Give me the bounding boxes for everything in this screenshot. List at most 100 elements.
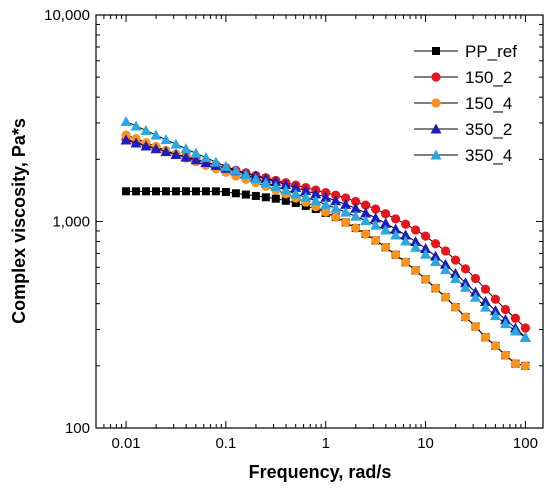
data-point-pp-ref — [291, 198, 300, 207]
data-point-350-2 — [430, 250, 442, 261]
data-point-350-2 — [130, 137, 142, 148]
x-axis-title: Frequency, rad/s — [249, 462, 392, 482]
data-point-350-2 — [140, 140, 152, 151]
legend-item-150-2: 150_2 — [414, 68, 512, 87]
series-line-350-2 — [125, 139, 526, 338]
data-point-pp-ref — [241, 190, 250, 199]
data-point-150-4 — [401, 257, 411, 267]
data-point-350-2 — [290, 182, 302, 193]
data-point-pp-ref — [161, 187, 170, 196]
data-point-350-4 — [160, 134, 172, 145]
data-point-pp-ref — [191, 187, 200, 196]
data-point-150-4 — [410, 265, 421, 275]
data-point-350-2 — [370, 212, 382, 223]
data-point-350-2 — [300, 185, 312, 196]
data-point-350-4 — [240, 168, 252, 179]
data-point-350-2 — [150, 143, 162, 154]
data-point-150-2 — [500, 304, 511, 315]
y-tick-label: 1,000 — [52, 214, 90, 231]
data-series — [120, 115, 531, 371]
data-point-350-4 — [310, 195, 322, 206]
data-point-350-2 — [410, 236, 422, 247]
data-point-350-2 — [390, 223, 402, 234]
data-point-350-4 — [290, 188, 302, 199]
data-point-350-4 — [499, 318, 511, 329]
data-point-350-2 — [340, 198, 352, 209]
data-point-350-2 — [280, 179, 292, 190]
data-point-150-4 — [460, 312, 471, 322]
data-point-150-2 — [351, 196, 361, 207]
data-point-pp-ref — [181, 187, 190, 196]
data-point-350-2 — [350, 202, 362, 213]
legend-marker — [431, 72, 441, 82]
data-point-150-2 — [331, 190, 341, 200]
data-point-150-2 — [480, 284, 491, 294]
legend-label: 350_2 — [465, 120, 512, 139]
data-point-pp-ref — [132, 187, 141, 196]
legend-marker — [430, 149, 442, 160]
data-point-350-2 — [190, 154, 202, 165]
data-point-350-4 — [250, 173, 262, 184]
series-350-2 — [120, 134, 531, 342]
data-point-350-4 — [220, 160, 232, 171]
y-tick-label: 10,000 — [44, 7, 90, 24]
x-tick-label: 0.01 — [111, 435, 140, 452]
data-point-350-2 — [320, 191, 332, 202]
data-point-150-4 — [361, 229, 371, 239]
data-point-350-4 — [519, 331, 531, 342]
data-point-350-4 — [410, 241, 422, 252]
data-point-150-4 — [430, 283, 441, 293]
data-point-150-4 — [391, 250, 401, 260]
data-point-pp-ref — [171, 187, 180, 196]
data-point-pp-ref — [152, 187, 161, 196]
data-point-150-4 — [371, 235, 381, 245]
data-point-350-2 — [440, 258, 452, 269]
series-150-4 — [121, 130, 531, 371]
data-point-pp-ref — [211, 187, 220, 196]
data-point-150-2 — [520, 323, 531, 333]
axis-ticks: 0.01 0.1 1 10 100 100 1,000 10,000 — [44, 7, 543, 452]
data-point-150-4 — [381, 242, 391, 252]
data-point-350-4 — [260, 177, 272, 188]
data-point-150-2 — [430, 239, 441, 249]
data-point-pp-ref — [251, 191, 260, 200]
data-point-350-4 — [180, 143, 192, 154]
data-point-350-4 — [340, 206, 352, 217]
legend-label: PP_ref — [465, 42, 517, 61]
data-point-150-2 — [420, 231, 431, 241]
data-point-pp-ref — [221, 187, 230, 196]
data-point-350-2 — [479, 295, 491, 306]
x-tick-label: 0.1 — [215, 435, 236, 452]
data-point-350-4 — [469, 291, 481, 302]
data-point-pp-ref — [122, 187, 131, 196]
y-tick-label: 100 — [65, 420, 90, 437]
data-point-350-4 — [430, 256, 442, 267]
data-point-150-4 — [490, 341, 501, 351]
data-point-350-2 — [180, 151, 192, 162]
legend-marker — [432, 47, 440, 55]
legend-item-pp-ref: PP_ref — [414, 42, 517, 61]
data-point-150-2 — [510, 313, 521, 323]
data-point-350-4 — [479, 301, 491, 312]
data-point-350-2 — [160, 146, 172, 157]
data-point-350-2 — [420, 243, 432, 254]
x-tick-label: 100 — [513, 435, 538, 452]
series-line-150-2 — [125, 138, 526, 329]
data-point-pp-ref — [271, 194, 280, 203]
data-point-150-2 — [440, 246, 451, 256]
data-point-350-4 — [360, 215, 372, 226]
x-tick-label: 1 — [322, 435, 330, 452]
data-point-150-4 — [420, 274, 431, 284]
data-point-150-2 — [450, 255, 461, 265]
legend-marker — [431, 98, 441, 108]
data-point-350-4 — [120, 115, 132, 126]
data-point-150-2 — [401, 219, 411, 229]
data-point-350-2 — [310, 188, 322, 199]
series-line-150-4 — [125, 134, 526, 367]
data-point-350-4 — [370, 219, 382, 230]
series-350-4 — [120, 115, 531, 342]
data-point-150-4 — [520, 361, 531, 371]
data-point-350-2 — [120, 134, 132, 145]
data-point-150-4 — [331, 212, 341, 222]
